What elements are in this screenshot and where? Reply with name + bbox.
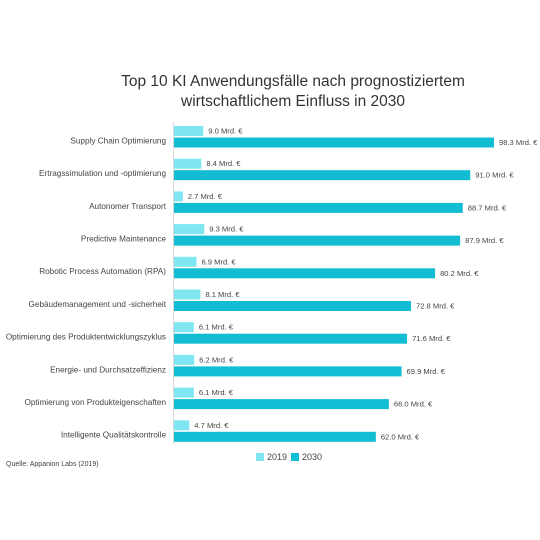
data-label-2019-4: 9.3 Mrd. € (209, 225, 244, 234)
category-label: Gebäudemanagement und -sicherheit (29, 300, 167, 309)
category-label: Ertragssimulation und -optimierung (39, 169, 166, 178)
legend-label-2030: 2030 (302, 452, 322, 462)
data-label-2030-2: 91.0 Mrd. € (475, 171, 514, 180)
category-label: Supply Chain Optimierung (70, 136, 166, 145)
data-label-2019-6: 8.1 Mrd. € (205, 290, 240, 299)
legend-label-2019: 2019 (267, 452, 287, 462)
data-label-2030-7: 71.6 Mrd. € (412, 334, 451, 343)
chart-title-line-2: wirtschaftlichem Einfluss in 2030 (180, 93, 405, 110)
category-label: Intelligente Qualitätskontrolle (61, 431, 167, 440)
bar-2019-8 (174, 354, 195, 365)
bar-2019-9 (174, 387, 194, 398)
data-label-2030-4: 87.9 Mrd. € (465, 236, 504, 245)
data-label-2019-1: 9.0 Mrd. € (208, 127, 243, 136)
data-label-2019-3: 2.7 Mrd. € (188, 192, 223, 201)
bar-2019-1 (174, 126, 204, 136)
legend: 2019 2030 (256, 452, 322, 462)
bar-2019-5 (174, 256, 197, 267)
category-label: Optimierung von Produkteigenschaften (24, 398, 166, 407)
category-label: Optimierung des Produktentwicklungszyklu… (6, 333, 166, 342)
data-label-2030-5: 80.2 Mrd. € (440, 269, 479, 278)
chart-title-line-1: Top 10 KI Anwendungsfälle nach prognosti… (121, 73, 465, 90)
data-label-2030-6: 72.8 Mrd. € (416, 302, 455, 311)
bar-2030-1 (174, 137, 494, 148)
bar-2019-3 (174, 191, 183, 202)
data-label-2030-10: 62.0 Mrd. € (381, 432, 420, 441)
data-label-2030-9: 66.0 Mrd. € (394, 400, 433, 409)
legend-swatch-2030 (291, 453, 299, 461)
bar-2030-10 (174, 431, 376, 442)
bar-2019-6 (174, 289, 201, 300)
bar-2030-5 (174, 268, 436, 279)
data-label-2030-1: 98.3 Mrd. € (499, 138, 538, 147)
data-label-2019-7: 6.1 Mrd. € (199, 323, 234, 332)
bar-2030-3 (174, 202, 463, 213)
data-label-2030-8: 69.9 Mrd. € (407, 367, 446, 376)
plot-area: Supply Chain Optimierung 9.0 Mrd. € 98.3 M… (6, 126, 538, 442)
bar-2030-6 (174, 301, 411, 311)
bar-2030-2 (174, 170, 471, 181)
bar-2030-7 (174, 333, 408, 344)
data-label-2019-8: 6.2 Mrd. € (199, 355, 234, 364)
bar-2019-4 (174, 224, 205, 235)
bar-2030-9 (174, 399, 389, 410)
data-label-2019-9: 6.1 Mrd. € (199, 388, 234, 397)
category-label: Autonomer Transport (89, 202, 167, 211)
bar-2030-8 (174, 366, 402, 377)
source-note: Quelle: Appanion Labs (2019) (6, 461, 99, 468)
bar-2019-2 (174, 158, 202, 169)
bar-2030-4 (174, 235, 461, 246)
data-label-2030-3: 88.7 Mrd. € (468, 203, 507, 212)
legend-swatch-2019 (256, 453, 264, 461)
category-label: Robotic Process Automation (RPA) (39, 267, 166, 276)
category-label: Energie- und Durchsatzeffizienz (50, 365, 166, 374)
data-label-2019-2: 8.4 Mrd. € (206, 159, 241, 168)
category-label: Predictive Maintenance (81, 234, 167, 243)
bar-2019-7 (174, 322, 194, 333)
bar-2019-10 (174, 420, 190, 431)
data-label-2019-5: 6.9 Mrd. € (201, 257, 236, 266)
data-label-2019-10: 4.7 Mrd. € (194, 421, 229, 430)
